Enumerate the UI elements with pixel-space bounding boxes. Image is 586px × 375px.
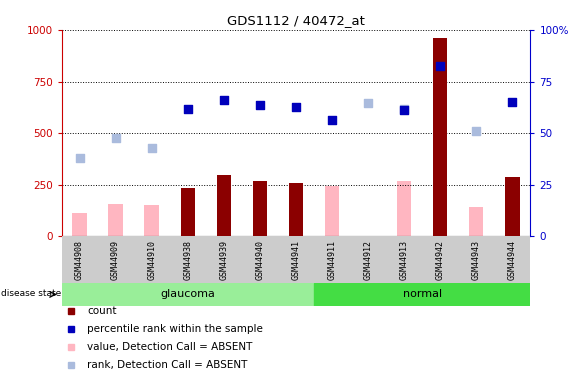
Bar [180, 188, 195, 236]
Bar [289, 183, 303, 236]
Bar [253, 181, 267, 236]
Text: count: count [87, 306, 117, 316]
Text: GSM44910: GSM44910 [147, 240, 156, 280]
Text: value, Detection Call = ABSENT: value, Detection Call = ABSENT [87, 342, 253, 352]
Text: glaucoma: glaucoma [161, 290, 215, 299]
Point [507, 99, 517, 105]
Bar [72, 213, 87, 236]
Bar [145, 206, 159, 236]
Bar [469, 207, 483, 236]
Point [472, 128, 481, 134]
Point [435, 63, 445, 69]
Text: GSM44912: GSM44912 [363, 240, 373, 280]
Bar [108, 204, 123, 236]
Text: percentile rank within the sample: percentile rank within the sample [87, 324, 263, 334]
Point [363, 100, 373, 106]
Bar [314, 283, 530, 306]
Bar [62, 283, 314, 306]
Text: disease state: disease state [1, 289, 62, 298]
Text: GSM44941: GSM44941 [291, 240, 301, 280]
Text: GSM44938: GSM44938 [183, 240, 192, 280]
Bar [433, 38, 447, 236]
Point [183, 106, 192, 112]
Bar [397, 181, 411, 236]
Text: GSM44942: GSM44942 [435, 240, 445, 280]
Point [291, 104, 301, 110]
Point [75, 155, 84, 161]
Text: GSM44909: GSM44909 [111, 240, 120, 280]
Text: GSM44913: GSM44913 [400, 240, 408, 280]
Text: GSM44939: GSM44939 [219, 240, 229, 280]
Point [219, 97, 229, 103]
Bar [325, 186, 339, 236]
Text: rank, Detection Call = ABSENT: rank, Detection Call = ABSENT [87, 360, 248, 370]
Point [255, 102, 264, 108]
Point [400, 107, 409, 113]
Bar [505, 177, 520, 236]
Point [400, 106, 409, 112]
Point [147, 145, 156, 151]
Point [111, 135, 120, 141]
Text: GSM44911: GSM44911 [328, 240, 336, 280]
Title: GDS1112 / 40472_at: GDS1112 / 40472_at [227, 15, 365, 27]
Bar [217, 176, 231, 236]
Text: GSM44943: GSM44943 [472, 240, 481, 280]
Text: normal: normal [403, 290, 442, 299]
Text: GSM44908: GSM44908 [75, 240, 84, 280]
Text: GSM44944: GSM44944 [508, 240, 517, 280]
Point [328, 117, 337, 123]
Text: GSM44940: GSM44940 [255, 240, 264, 280]
